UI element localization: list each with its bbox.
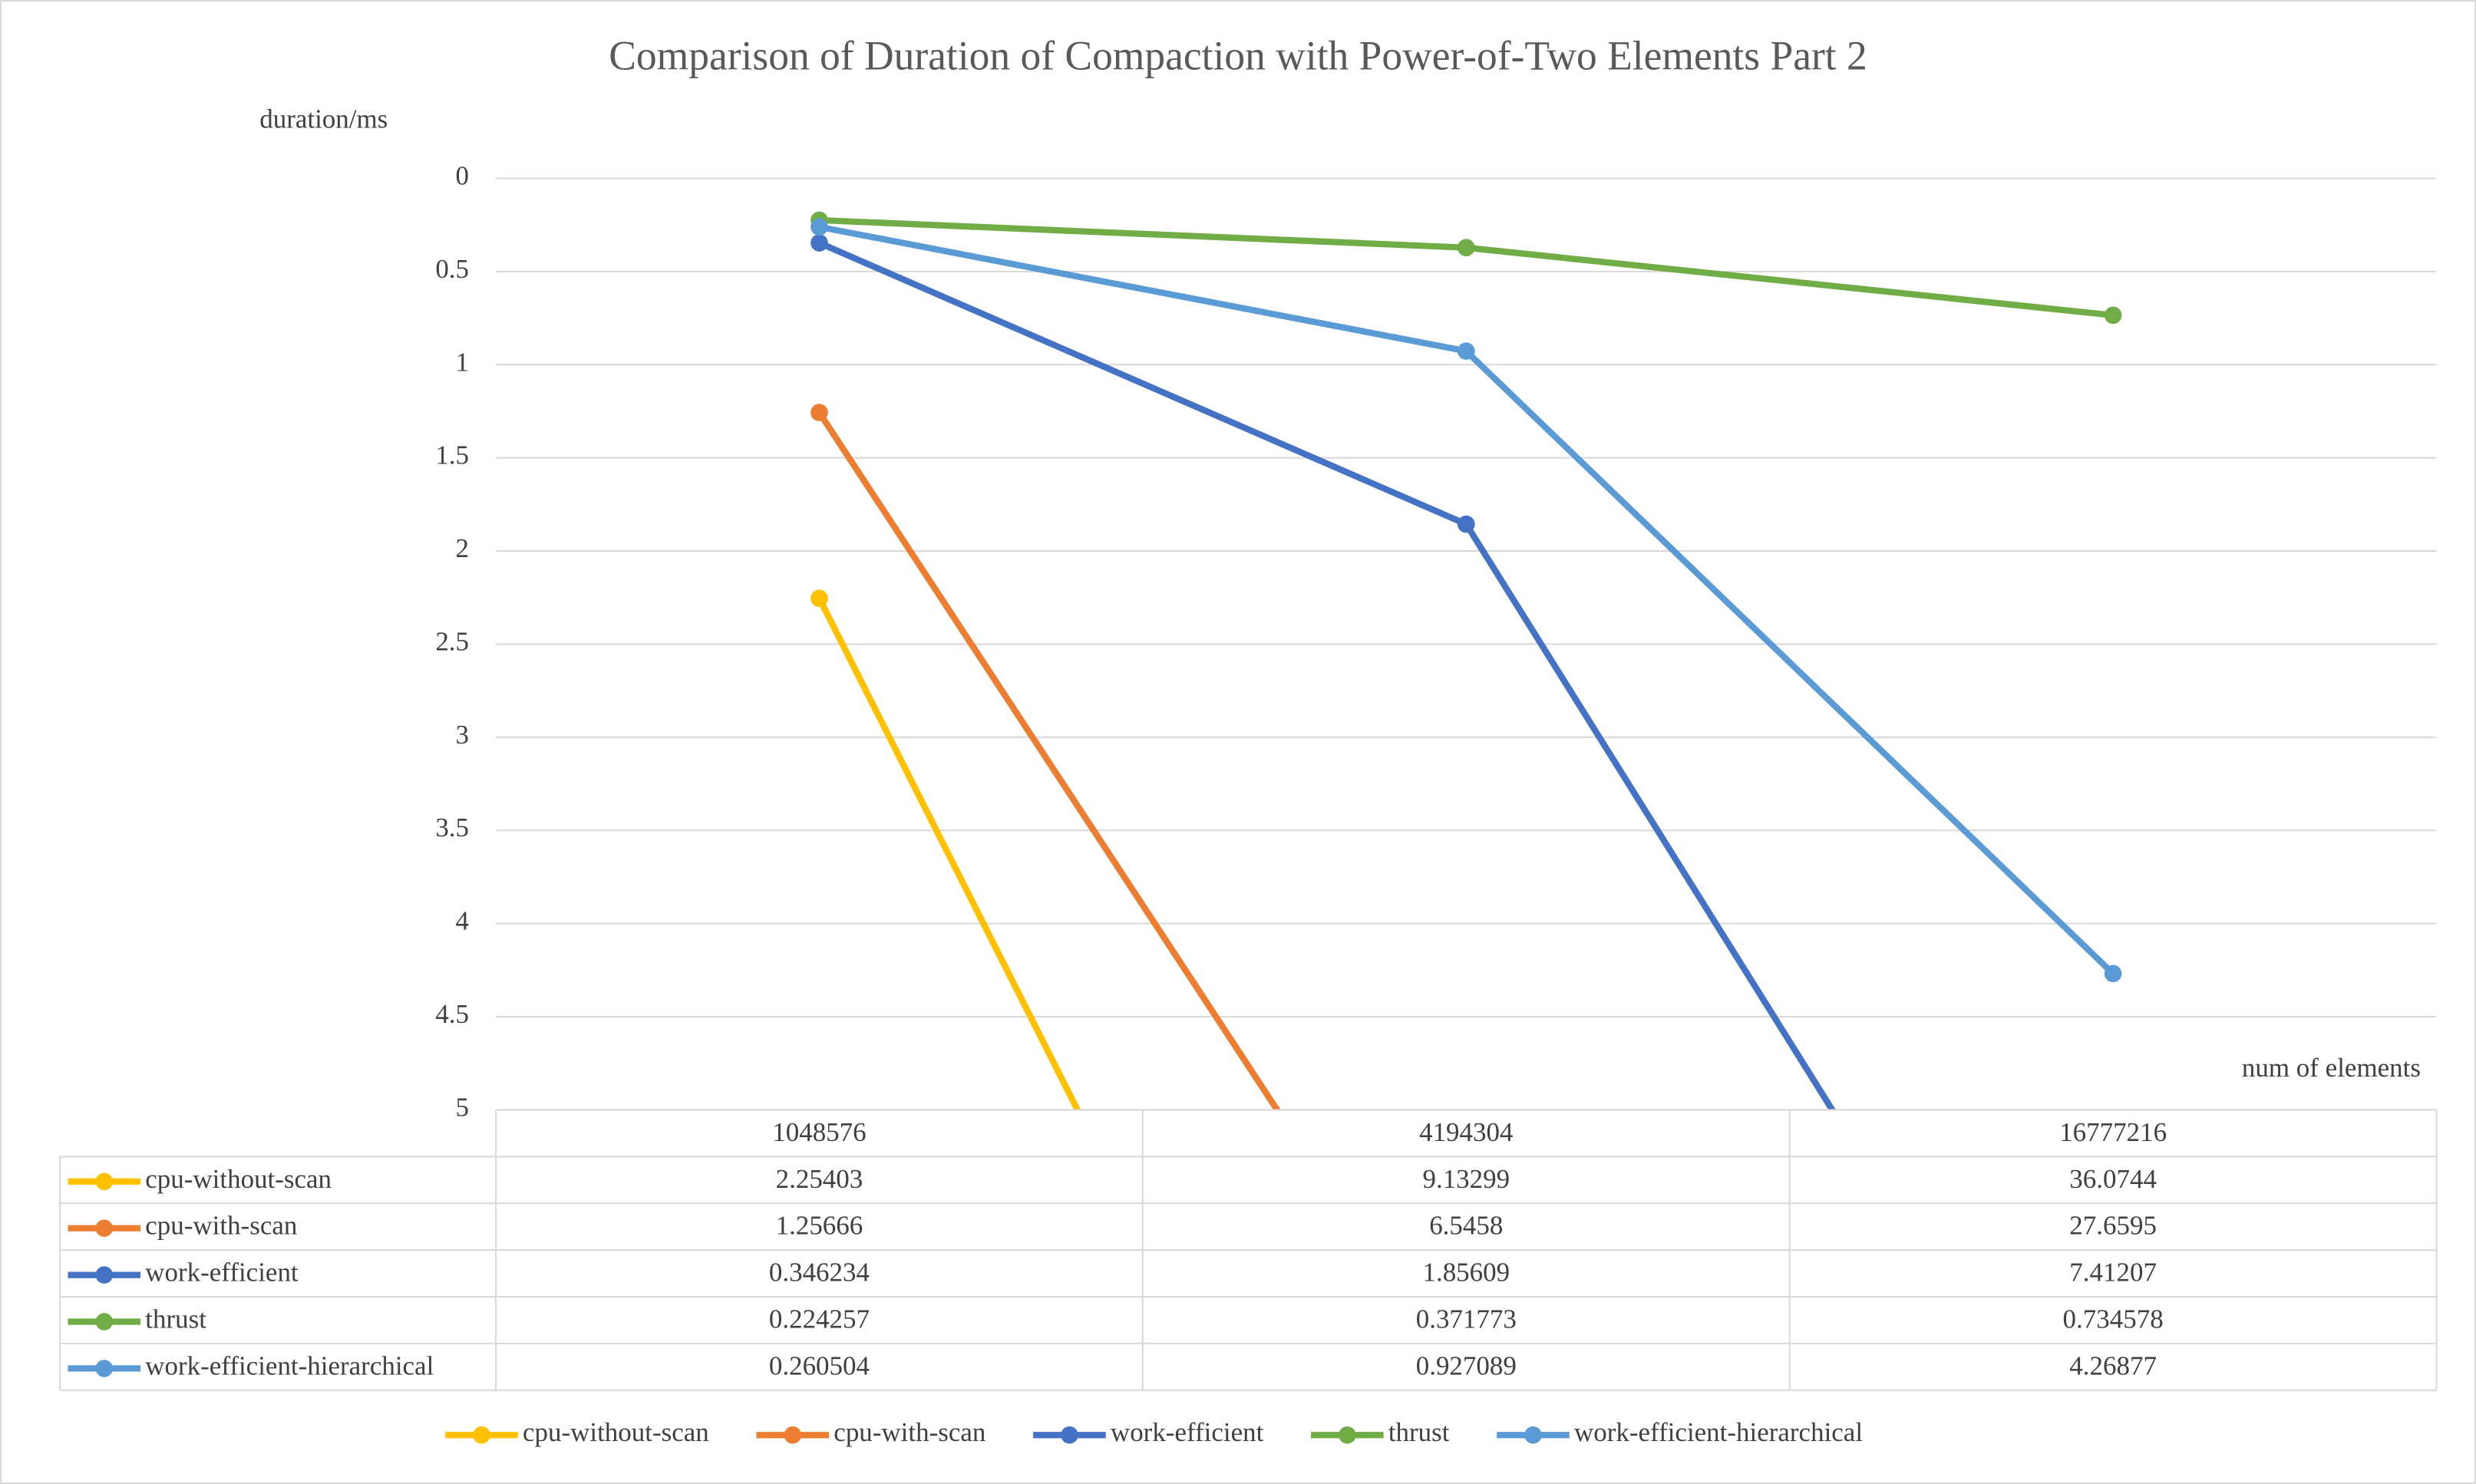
data-table: 1048576 4194304 16777216 cpu-without-scan 2.…: [59, 1109, 2438, 1391]
table-series-name: work-efficient-hierarchical: [145, 1350, 434, 1380]
table-cell: 0.734578: [2063, 1304, 2164, 1334]
legend-label: cpu-with-scan: [834, 1417, 985, 1447]
legend-key: [784, 1426, 802, 1444]
legend-label: thrust: [1388, 1417, 1450, 1447]
y-tick-label: 2.5: [435, 626, 469, 656]
table-series-name: work-efficient: [145, 1258, 299, 1288]
data-point: [1457, 239, 1475, 257]
x-tick-label: 16777216: [2059, 1117, 2167, 1147]
data-point: [1457, 342, 1475, 360]
table-cell: 0.927089: [1416, 1350, 1517, 1380]
series-line: [817, 411, 1281, 1110]
series-line: [816, 596, 1081, 1110]
legend-key: [1339, 1426, 1356, 1444]
chart-title: Comparison of Duration of Compaction wit…: [609, 32, 1867, 78]
table-cell: 0.260504: [769, 1350, 870, 1380]
legend-key: [95, 1360, 114, 1377]
legend-label: work-efficient-hierarchical: [1574, 1417, 1863, 1447]
y-tick-label: 2: [456, 533, 469, 563]
data-point: [810, 218, 828, 236]
legend-key: [95, 1266, 114, 1284]
y-tick-label: 3.5: [435, 813, 469, 843]
y-tick-label: 4.5: [435, 999, 469, 1029]
table-cell: 27.6595: [2069, 1211, 2157, 1241]
table-cell: 9.13299: [1422, 1164, 1510, 1194]
y-tick-label: 4: [456, 906, 469, 936]
table-cell: 36.0744: [2069, 1164, 2157, 1194]
table-cell: 1.25666: [776, 1211, 863, 1241]
legend-key: [1524, 1426, 1542, 1444]
y-tick-label: 0: [456, 161, 469, 191]
table-series-name: thrust: [145, 1304, 206, 1334]
y-tick-label: 1: [456, 347, 469, 377]
y-tick-label: 3: [456, 720, 469, 750]
x-tick-label: 4194304: [1419, 1117, 1513, 1147]
table-cell: 6.5458: [1429, 1211, 1503, 1241]
y-tick-label: 5: [456, 1092, 469, 1122]
plot-area: [810, 211, 2122, 1110]
legend-key: [95, 1313, 114, 1331]
x-tick-label: 1048576: [772, 1117, 866, 1147]
y-tick-label: 0.5: [435, 254, 469, 284]
legend-key: [473, 1426, 490, 1444]
legend-label: work-efficient: [1111, 1417, 1264, 1447]
table-cell: 0.346234: [769, 1258, 870, 1288]
table-cell: 0.371773: [1416, 1304, 1517, 1334]
legend: cpu-without-scan cpu-with-scan work-effici…: [445, 1417, 1863, 1447]
y-axis-label: duration/ms: [259, 104, 388, 134]
legend-key: [95, 1172, 114, 1191]
grid: 0 0.5 1 1.5 2 2.5 3 3.5 4 4.5 5: [435, 161, 2437, 1122]
data-point: [2104, 965, 2122, 983]
data-point: [810, 589, 828, 608]
x-axis-label: num of elements: [2242, 1053, 2421, 1083]
legend-key: [1061, 1426, 1078, 1444]
table-cell: 7.41207: [2069, 1258, 2157, 1288]
table-series-name: cpu-without-scan: [145, 1164, 332, 1194]
table-cell: 1.85609: [1422, 1258, 1510, 1288]
legend-key: [95, 1219, 114, 1238]
table-series-name: cpu-with-scan: [145, 1211, 297, 1241]
data-point: [810, 234, 828, 252]
table-cell: 2.25403: [776, 1164, 863, 1194]
data-point: [2104, 306, 2122, 325]
y-tick-label: 1.5: [435, 440, 469, 470]
legend-label: cpu-without-scan: [523, 1417, 709, 1447]
table-cell: 4.26877: [2069, 1350, 2157, 1380]
data-point: [810, 404, 828, 421]
table-cell: 0.224257: [769, 1304, 870, 1334]
data-point: [1457, 515, 1475, 533]
